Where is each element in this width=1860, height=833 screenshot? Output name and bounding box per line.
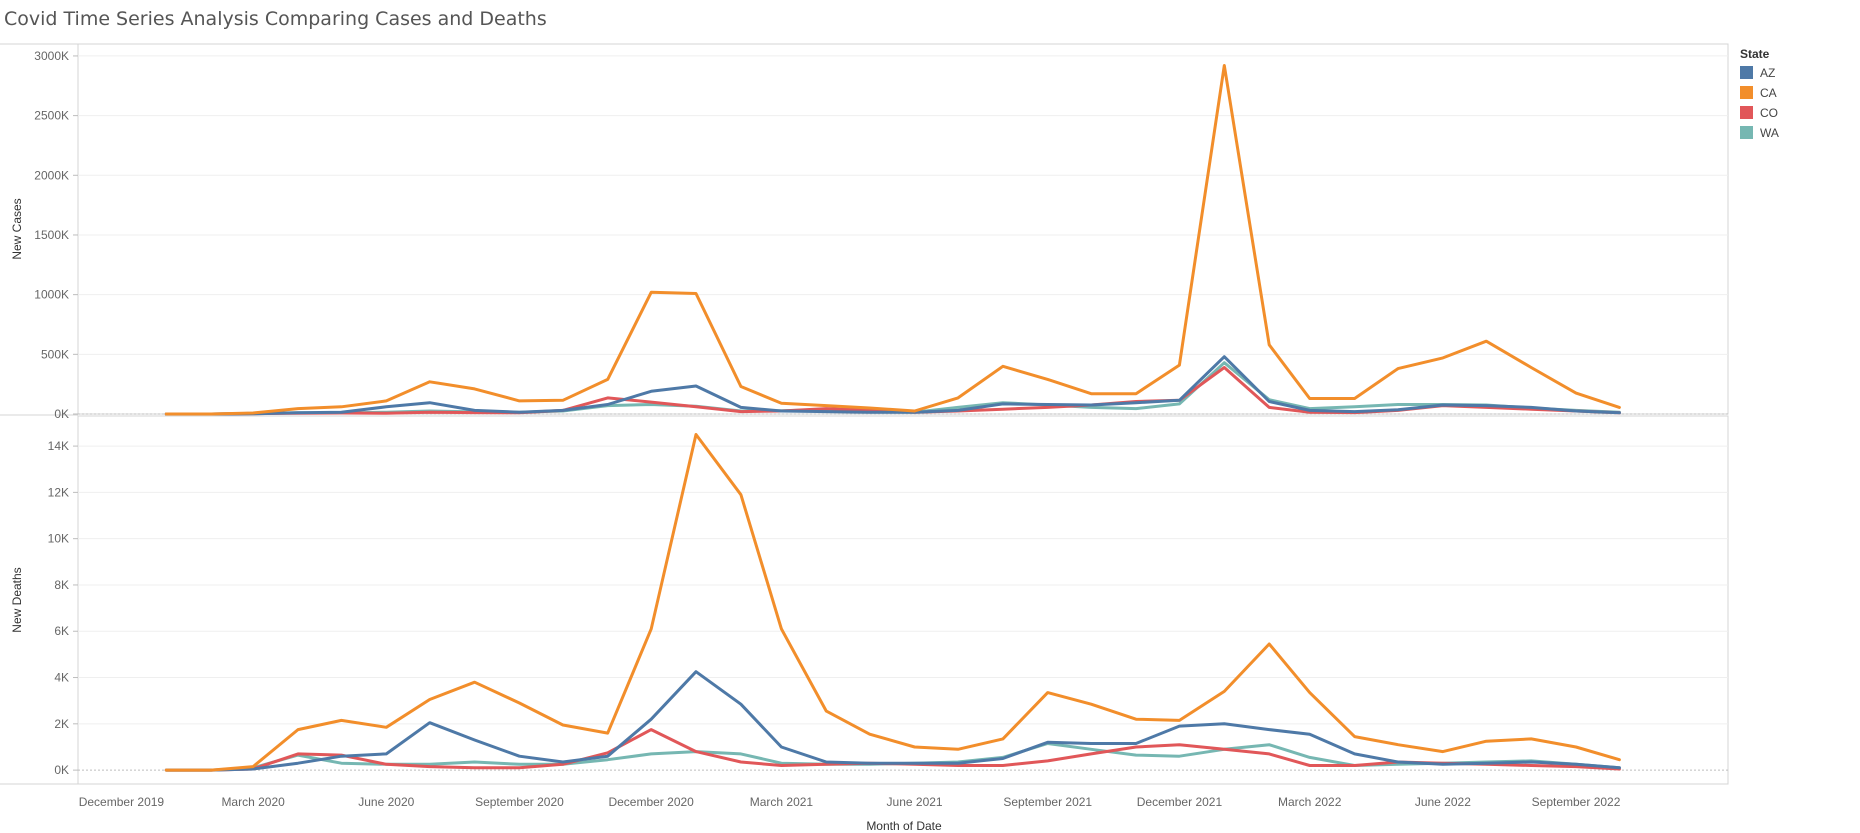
y-tick-label: 3000K <box>34 49 69 63</box>
legend-title: State <box>1740 47 1770 61</box>
x-tick-label: September 2020 <box>475 795 564 809</box>
y-tick-label: 14K <box>48 439 69 453</box>
y-axis-title: New Deaths <box>10 567 24 632</box>
y-axis-titles: New Cases New Deaths <box>10 198 24 632</box>
legend-label-ca: CA <box>1760 86 1777 100</box>
x-tick-label: September 2021 <box>1003 795 1092 809</box>
y-tick-label: 1500K <box>34 228 69 242</box>
series-line-ca-cases <box>164 64 1621 416</box>
y-tick-label: 1000K <box>34 288 69 302</box>
series-line-az-deaths <box>164 670 1621 772</box>
y-tick-label: 500K <box>41 347 69 361</box>
legend-swatch-co <box>1740 106 1753 119</box>
legend: State AZ CA CO WA <box>1740 47 1779 140</box>
x-axis-ticks: December 2019 March 2020 June 2020 Septembe… <box>79 795 1621 809</box>
y-axis-title: New Cases <box>10 198 24 259</box>
x-tick-label: December 2020 <box>608 795 694 809</box>
y-tick-label: 8K <box>54 578 69 592</box>
y-tick-label: 2000K <box>34 168 69 182</box>
y-tick-label: 0K <box>54 407 69 421</box>
x-axis-title: Month of Date <box>866 819 942 833</box>
y-tick-label: 12K <box>48 485 69 499</box>
y-tick-label: 2500K <box>34 109 69 123</box>
x-tick-label: September 2022 <box>1532 795 1621 809</box>
series-line-ca-deaths <box>164 433 1621 772</box>
legend-swatch-wa <box>1740 126 1753 139</box>
panel-frame-2 <box>77 415 1729 785</box>
x-tick-label: March 2020 <box>221 795 285 809</box>
y-tick-label: 2K <box>54 717 69 731</box>
x-tick-label: December 2019 <box>79 795 165 809</box>
legend-swatch-az <box>1740 66 1753 79</box>
legend-label-co: CO <box>1760 106 1778 120</box>
x-tick-label: December 2021 <box>1137 795 1223 809</box>
x-tick-label: June 2020 <box>358 795 414 809</box>
x-tick-label: March 2022 <box>1278 795 1342 809</box>
panel-frame-1 <box>77 43 1729 415</box>
y-axis-ticks: 0K 500K 1000K 1500K 2000K 2500K 3000K 0K 2K 4K 6K 8… <box>34 49 78 777</box>
panel-frames <box>0 43 1729 785</box>
y-tick-label: 4K <box>54 671 69 685</box>
series-lines <box>164 64 1621 772</box>
chart-title: Covid Time Series Analysis Comparing Cas… <box>4 8 547 30</box>
legend-label-wa: WA <box>1760 126 1779 140</box>
y-tick-label: 0K <box>54 763 69 777</box>
series-line-wa-deaths <box>164 742 1621 772</box>
x-tick-label: June 2021 <box>887 795 943 809</box>
legend-label-az: AZ <box>1760 66 1775 80</box>
legend-swatch-ca <box>1740 86 1753 99</box>
gridlines <box>78 55 1728 771</box>
x-tick-label: March 2021 <box>750 795 814 809</box>
series-line-az-cases <box>164 355 1621 416</box>
y-tick-label: 10K <box>48 532 69 546</box>
x-tick-label: June 2022 <box>1415 795 1471 809</box>
y-tick-label: 6K <box>54 624 69 638</box>
